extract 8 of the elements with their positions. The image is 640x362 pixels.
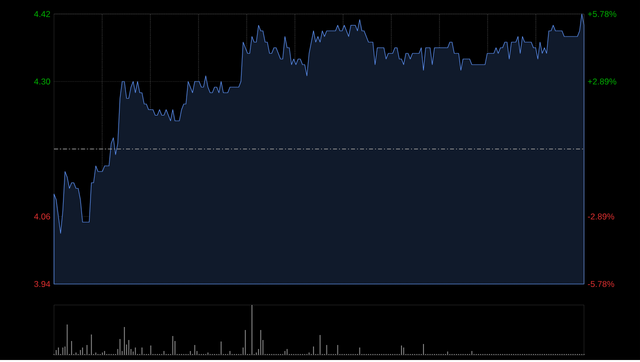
y2-tick-label: -2.89% [588,214,614,220]
y2-tick-label: +5.78% [588,11,616,18]
y-tick-label: 4.06 [34,214,50,220]
y-tick-label: 4.42 [34,11,50,18]
y-tick-label: 3.94 [34,281,50,288]
y2-tick-label: -5.78% [588,281,614,288]
y2-tick-label: +2.89% [588,78,616,85]
y-tick-label: 4.30 [34,78,50,85]
